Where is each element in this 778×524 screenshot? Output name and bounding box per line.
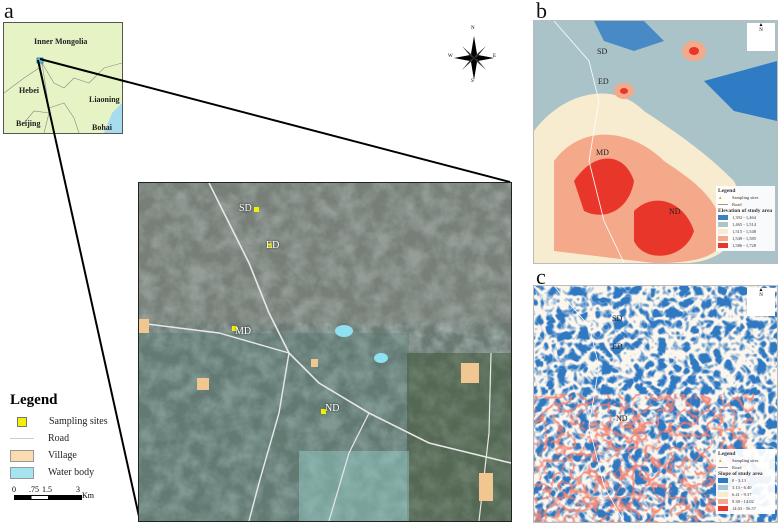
site-label-ed: ED (266, 240, 280, 251)
scale-unit: Km (82, 491, 94, 500)
legend-label: Road (732, 202, 742, 207)
site-label-sd: SD (612, 314, 623, 323)
site-label-ed: ED (612, 342, 623, 351)
legend-label: 1,549 - 1,585 (732, 236, 756, 241)
legend-label: 1,392 - 1,464 (732, 215, 756, 220)
legend-label: Water body (48, 467, 95, 478)
region-label: Beijing (16, 119, 41, 128)
legend-item: Water body (10, 464, 140, 481)
site-label-nd: ND (616, 414, 628, 423)
legend-subtitle: Slope of study area (718, 471, 763, 477)
scale-tick: 0 (12, 485, 16, 494)
legend-label: 3.13 - 6.40 (732, 485, 752, 490)
panel-label-a: a (4, 0, 14, 23)
satellite-image: SD ED MD ND (138, 182, 512, 522)
region-label: Hebei (19, 86, 39, 95)
panel-label-b: b (536, 0, 547, 23)
legend-label: 1,586 - 1,728 (732, 243, 756, 248)
region-label: Bohai Sea (92, 123, 113, 133)
compass-s: S (471, 79, 474, 84)
site-label-sd: SD (239, 203, 252, 214)
site-label-md: MD (596, 148, 609, 157)
legend-title: Legend (10, 392, 58, 408)
legend-label: Road (732, 465, 742, 470)
legend-item: Village (10, 447, 140, 464)
legend-item: Road (10, 430, 140, 447)
scale-tick: 1.5 (42, 485, 52, 494)
legend-title: Legend (718, 451, 736, 457)
region-label: Liaoning (89, 95, 120, 104)
legend-item: Sampling sites (10, 413, 140, 430)
site-label-md: MD (235, 326, 252, 337)
legend-label: 6.41 - 9.37 (732, 492, 752, 497)
compass-n: N (471, 26, 475, 31)
compass-rose-icon: N S E W (448, 26, 497, 84)
site-label-ed: ED (598, 77, 609, 86)
legend-label: Sampling sites (732, 458, 759, 463)
scale-tick: .75 (29, 485, 39, 494)
compass-w: W (448, 54, 453, 59)
legend-label: Sampling sites (49, 416, 108, 427)
region-label: Inner Mongolia (34, 37, 88, 46)
legend-label: Road (48, 433, 70, 444)
panel-label-c: c (536, 264, 546, 289)
legend-label: Village (48, 450, 77, 461)
north-arrow-icon: ▲ N (747, 23, 775, 51)
legend-label: Sampling sites (732, 195, 759, 200)
legend: Legend Sampling sites Road Village Water… (10, 392, 140, 481)
legend-label: 1,515 - 1,548 (732, 229, 756, 234)
inset-location-map: Inner Mongolia Hebei Liaoning Beijing Bo… (3, 22, 123, 134)
site-label-nd: ND (325, 403, 340, 414)
north-arrow-icon: ▲ N (747, 288, 775, 316)
legend: Legend ▲ Sampling sites Road Slope of stu… (716, 449, 775, 514)
site-label-nd: ND (669, 207, 681, 216)
legend-subtitle: Elevation of study area (718, 208, 773, 214)
legend-title: Legend (718, 188, 736, 194)
scale-tick: 3 (76, 485, 80, 494)
slope-map: SD ED ND ▲ N Legend ▲ Sampling sites Road … (533, 285, 778, 523)
legend-label: 0 - 3.13 (732, 478, 746, 483)
compass-e: E (493, 54, 497, 59)
legend-label: 9.38 - 14.02 (732, 499, 754, 504)
elevation-map: SD ED MD ND ▲ N Legend ▲ Sampling sites Ro… (533, 20, 778, 264)
legend-label: 1,465 - 1,514 (732, 222, 756, 227)
legend: Legend ▲ Sampling sites Road Elevation of… (716, 186, 775, 251)
legend-label: 14.03 - 56.57 (732, 506, 756, 511)
site-label-sd: SD (597, 47, 608, 56)
